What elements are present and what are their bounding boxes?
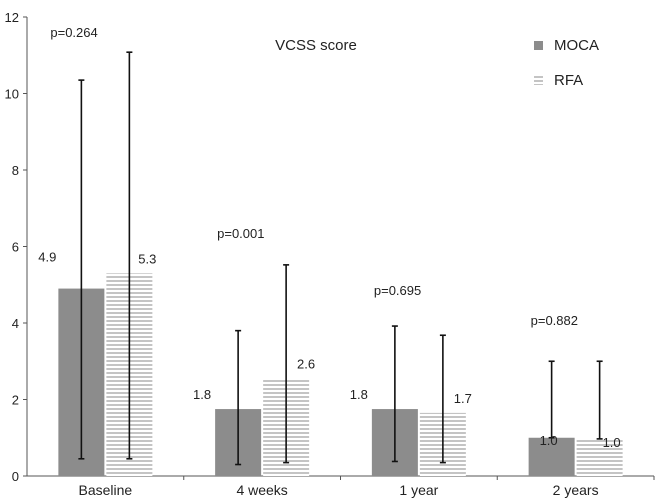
data-value-label: 1.0: [540, 433, 558, 448]
legend-swatch-moca: [534, 41, 543, 50]
x-tick-label: 4 weeks: [236, 482, 287, 498]
y-tick-label: 10: [5, 87, 19, 102]
p-value-label: p=0.695: [374, 283, 421, 298]
p-value-label: p=0.264: [50, 25, 97, 40]
p-value-label: p=0.882: [531, 313, 578, 328]
x-tick-label: 2 years: [553, 482, 599, 498]
data-value-label: 1.8: [350, 387, 368, 402]
data-value-label: 1.7: [454, 391, 472, 406]
data-value-label: 5.3: [138, 251, 156, 266]
y-tick-label: 0: [12, 469, 19, 484]
moca-bar: [528, 437, 575, 476]
rfa-bar: [576, 438, 623, 476]
x-tick-label: 1 year: [399, 482, 438, 498]
y-tick-label: 8: [12, 163, 19, 178]
legend-label-moca: MOCA: [554, 37, 599, 54]
chart-axes: 0 2 4 6 8 10 12 Baseline 4 weeks 1 year 2 years: [5, 10, 655, 498]
data-value-label: 2.6: [297, 356, 315, 371]
y-tick-label: 2: [12, 393, 19, 408]
chart-title: VCSS score: [275, 37, 357, 54]
legend-swatch-rfa: [534, 76, 543, 85]
p-value-label: p=0.001: [217, 226, 264, 241]
y-tick-label: 6: [12, 240, 19, 255]
y-tick-label: 4: [12, 316, 19, 331]
data-value-label: 1.8: [193, 387, 211, 402]
chart-labels: p=0.264 p=0.001 p=0.695 p=0.882 4.9 1.8 1.8 1.0…: [38, 25, 620, 450]
data-value-label: 1.0: [603, 435, 621, 450]
legend-label-rfa: RFA: [554, 72, 583, 89]
chart-bars: [58, 51, 623, 476]
data-value-label: 4.9: [38, 250, 56, 265]
y-tick-label: 12: [5, 10, 19, 25]
chart-legend: MOCA RFA: [534, 37, 599, 89]
x-tick-label: Baseline: [79, 482, 133, 498]
